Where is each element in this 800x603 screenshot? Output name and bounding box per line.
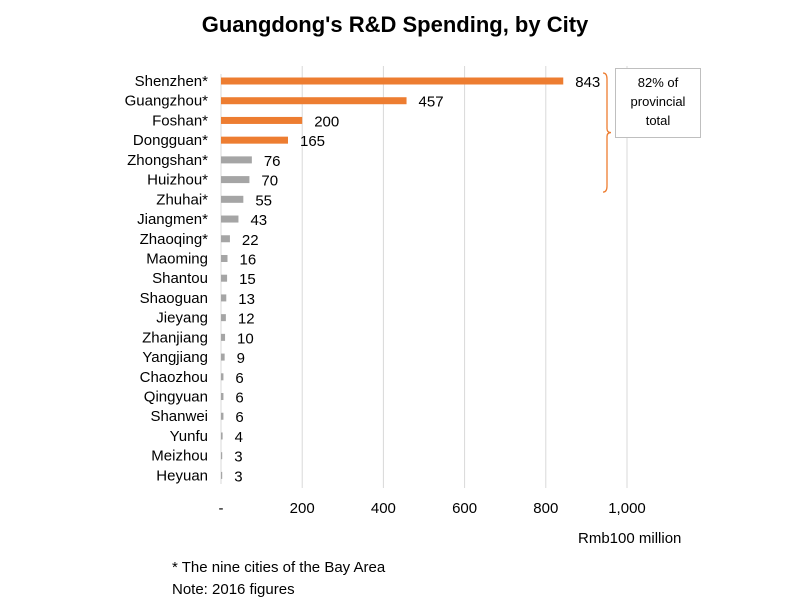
category-label: Shanwei [150,408,208,425]
data-label: 43 [250,212,267,229]
bar [221,333,226,341]
category-label: Zhongshan* [127,152,208,169]
annotation-line-3: total [645,113,671,128]
annotation-line-2: provincial [630,94,686,109]
bar [221,452,223,460]
bar [221,412,224,420]
category-label: Jieyang [156,310,208,327]
annotation-line-1: 82% of [637,75,679,90]
bar [221,353,225,361]
category-label: Zhuhai* [156,191,208,208]
category-label: Shenzhen* [135,73,209,90]
bar [221,215,239,223]
data-label: 76 [264,153,281,170]
data-label: 6 [235,390,243,407]
bar [221,471,223,479]
category-label: Maoming [146,250,208,267]
bar [221,274,228,282]
bar [221,393,224,401]
data-label: 6 [235,409,243,426]
data-label: 13 [238,291,255,308]
bar [221,314,226,322]
data-label: 15 [239,271,256,288]
category-label: Meizhou [151,448,208,465]
bar [221,432,223,440]
bar [221,156,252,164]
x-tick-label: 1,000 [608,500,646,517]
data-label: 55 [255,192,272,209]
data-label: 12 [238,311,255,328]
bar [221,235,230,243]
bar [221,176,250,184]
category-label: Heyuan [156,467,208,484]
footnotes: * The nine cities of the Bay Area Note: … [172,557,385,601]
x-tick-label: 200 [290,500,315,517]
bar [221,373,224,381]
data-label: 6 [235,370,243,387]
annotation-box: 82% of provincial total [615,68,701,138]
category-label: Zhanjiang [142,329,208,346]
data-label: 843 [575,74,600,91]
category-label: Guangzhou* [125,93,209,110]
chart-title: Guangdong's R&D Spending, by City [201,12,589,37]
category-label: Dongguan* [133,132,208,149]
data-label: 457 [419,94,444,111]
bar [221,136,288,144]
data-label: 16 [239,251,256,268]
bar [221,77,564,85]
data-label: 10 [237,330,254,347]
footnote-year: Note: 2016 figures [172,581,295,598]
x-tick-label: 800 [533,500,558,517]
category-label: Jiangmen* [137,211,208,228]
data-label: 22 [242,232,259,249]
x-axis-unit-label: Rmb100 million [578,530,682,547]
category-label: Chaozhou [140,369,208,386]
category-label: Yangjiang [142,349,208,366]
category-label: Shaoguan [140,290,208,307]
bar [221,116,303,124]
bracket [602,72,612,193]
category-label: Foshan* [152,112,208,129]
category-label: Huizhou* [147,172,208,189]
bar [221,254,228,262]
data-label: 3 [234,449,242,466]
data-label: 200 [314,113,339,130]
data-label: 165 [300,133,325,150]
x-tick-label: - [219,500,224,517]
category-label: Yunfu [170,428,208,445]
data-label: 70 [261,173,278,190]
category-label: Zhaoqing* [140,231,209,248]
data-label: 3 [234,468,242,485]
bar [221,294,227,302]
data-label: 4 [235,429,243,446]
bar [221,97,407,105]
x-tick-label: 400 [371,500,396,517]
data-label: 9 [237,350,245,367]
category-label: Qingyuan [144,389,208,406]
x-tick-label: 600 [452,500,477,517]
category-label: Shantou [152,270,208,287]
footnote-bay-area: * The nine cities of the Bay Area [172,559,386,576]
bar [221,195,244,203]
